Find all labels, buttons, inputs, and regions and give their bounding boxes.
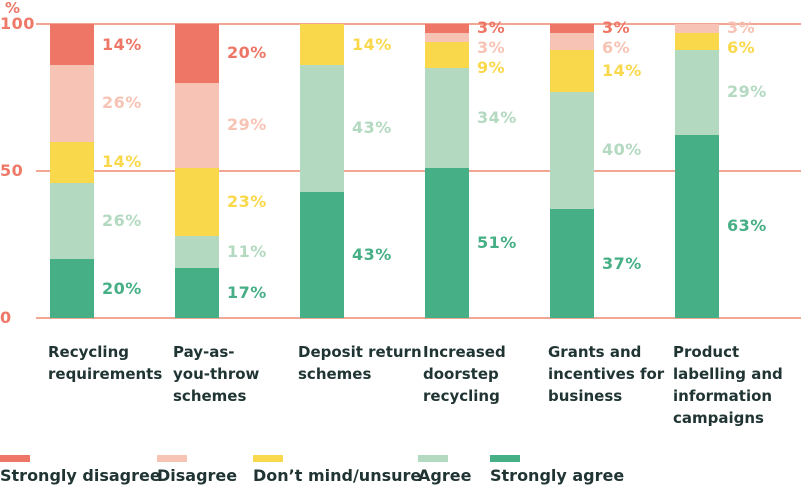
legend-label: Agree <box>418 466 472 485</box>
bar-segment <box>50 24 94 66</box>
segment-value-label: 20% <box>227 43 267 63</box>
legend-label: Strongly agree <box>490 466 625 485</box>
bar-segment <box>550 24 594 33</box>
bar-segment <box>425 32 469 42</box>
bar-segment <box>425 24 469 33</box>
category-label-line: business <box>548 387 623 405</box>
category-label: Deposit return schemes <box>298 341 422 385</box>
category-label-line: labelling and <box>673 365 783 383</box>
segment-value-label: 6% <box>602 38 631 58</box>
category-label-line: Recycling <box>48 343 129 361</box>
segment-value-label: 29% <box>227 115 267 135</box>
legend-swatch <box>0 455 30 462</box>
category-label: Increased doorstep recycling <box>423 341 506 407</box>
category-label-line: Grants and <box>548 343 642 361</box>
segment-value-label: 3% <box>477 38 506 58</box>
segment-value-label: 43% <box>352 118 392 138</box>
category-label: Grants and incentives for business <box>548 341 664 407</box>
bar-segment <box>675 134 719 318</box>
segment-value-label: 3% <box>477 18 506 38</box>
bar-segment <box>550 209 594 318</box>
bar-segment <box>675 24 719 33</box>
bar-segment <box>300 24 344 66</box>
bar-segment <box>175 82 219 169</box>
category-label-line: requirements <box>48 365 163 383</box>
y-axis-unit-label: % <box>5 0 21 17</box>
segment-value-label: 29% <box>727 82 767 102</box>
bar-segment <box>425 168 469 318</box>
y-tick-label: 100 <box>0 14 35 33</box>
category-label-line: incentives for <box>548 365 665 383</box>
segment-value-label: 17% <box>227 283 267 302</box>
y-tick-label: 0 <box>0 308 12 327</box>
segment-value-label: 9% <box>477 58 506 78</box>
bar-segment <box>50 182 94 260</box>
bar-segment <box>550 32 594 51</box>
category-label: Recycling requirements <box>48 341 162 385</box>
category-label-line: Increased <box>423 343 506 361</box>
segment-value-label: 14% <box>352 34 392 54</box>
legend-label: Don’t mind/unsure <box>253 466 422 485</box>
bar-segment <box>300 65 344 192</box>
bar-segment <box>175 24 219 83</box>
legend-swatch <box>418 455 448 462</box>
segment-value-label: 43% <box>352 244 392 264</box>
segment-value-label: 63% <box>727 216 767 236</box>
legend-swatch <box>253 455 283 462</box>
bar-segment <box>50 65 94 142</box>
segment-value-label: 51% <box>477 233 517 253</box>
segment-value-label: 34% <box>477 108 517 128</box>
category-label-line: campaigns <box>673 409 764 427</box>
category-label-line: Pay-as- <box>173 343 235 361</box>
legend-swatch <box>490 455 520 462</box>
segment-value-label: 20% <box>102 278 142 298</box>
bar-segment <box>175 268 219 318</box>
bar-segment <box>675 50 719 135</box>
segment-value-label: 11% <box>227 241 267 261</box>
segment-value-label: 14% <box>602 61 642 81</box>
bar-segment <box>175 235 219 268</box>
legend-swatch <box>157 455 187 462</box>
category-label-line: schemes <box>298 365 372 383</box>
bar-segment <box>550 91 594 210</box>
bar-segment <box>50 259 94 318</box>
segment-value-label: 6% <box>727 38 756 58</box>
category-label: Pay-as-you-throw schemes <box>173 341 259 407</box>
segment-value-label: 26% <box>102 210 142 230</box>
category-label-line: information <box>673 387 773 405</box>
bar-segment <box>175 168 219 236</box>
category-label-line: Deposit return <box>298 343 422 361</box>
segment-value-label: 3% <box>602 18 631 38</box>
bar-segment <box>550 50 594 92</box>
segment-value-label: 26% <box>102 93 142 113</box>
bar-segment <box>425 41 469 69</box>
legend-label: Disagree <box>157 466 238 485</box>
segment-value-label: 14% <box>102 152 142 172</box>
category-label-line: schemes <box>173 387 247 405</box>
bar-segment <box>675 32 719 51</box>
gridline-100 <box>36 23 801 25</box>
segment-value-label: 23% <box>227 191 267 211</box>
segment-value-label: 3% <box>727 18 756 38</box>
legend-label: Strongly disagree <box>0 466 161 485</box>
bar-segment <box>50 141 94 183</box>
category-label-line: doorstep <box>423 365 499 383</box>
category-label-line: recycling <box>423 387 500 405</box>
gridline-50 <box>36 170 801 172</box>
category-label-line: Product <box>673 343 740 361</box>
segment-value-label: 37% <box>602 253 642 273</box>
category-label: Product labelling and information campaigns <box>673 341 783 429</box>
category-label-line: you-throw <box>173 365 260 383</box>
segment-value-label: 14% <box>102 34 142 54</box>
bar-segment <box>425 68 469 169</box>
y-tick-label: 50 <box>0 161 24 180</box>
gridline-0 <box>36 317 801 319</box>
bar-segment <box>300 191 344 318</box>
segment-value-label: 40% <box>602 140 642 160</box>
